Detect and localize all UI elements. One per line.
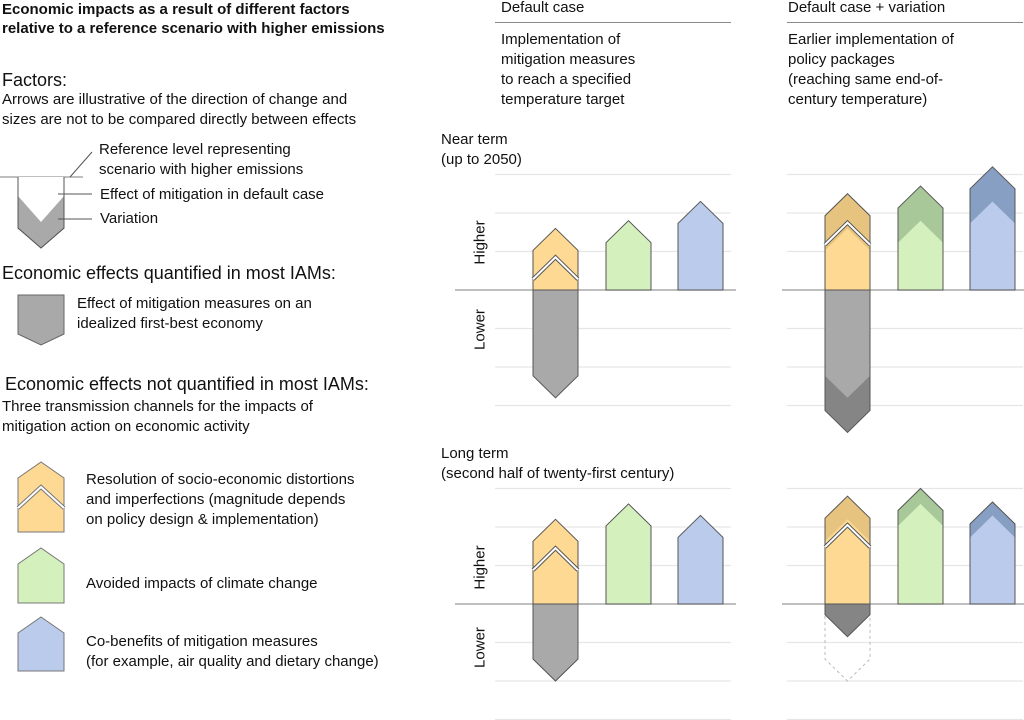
bar-avoided-impacts-long-default — [605, 503, 652, 605]
column-description-variation: Earlier implementation of policy package… — [788, 31, 954, 108]
leader-line — [69, 151, 93, 178]
bar-distortions-near-variation — [825, 228, 870, 290]
bar-avoided-impacts-near-variation-outline — [897, 185, 944, 291]
variation-label: Variation — [100, 210, 159, 227]
legend-item-co-benefits: Co-benefits of mitigation measures (for … — [86, 633, 379, 670]
bar-distortions-near-default-chevron-inner — [532, 255, 579, 280]
legend-orange-arrow — [16, 461, 66, 533]
legend-green-arrow — [17, 547, 65, 604]
bar-distortions-long-default-chevron-inner — [532, 546, 579, 571]
bar-distortions-near-variation-chevron-inner — [824, 221, 871, 246]
legend-item-avoided-impacts: Avoided impacts of climate change — [86, 575, 318, 592]
bar-co-benefits-long-variation-outline — [969, 501, 1016, 605]
reference-label: Reference level representing scenario wi… — [99, 141, 304, 178]
bar-distortions-long-default — [532, 518, 579, 605]
factors-note: Arrows are illustrative of the direction… — [2, 91, 357, 128]
bar-co-benefits-near-variation-outline — [969, 166, 1016, 291]
bar-mitigation-cost-near-variation — [825, 290, 870, 398]
bar-co-benefits-long-variation — [970, 515, 1015, 604]
bar-co-benefits-long-default — [677, 514, 724, 605]
row-label-near-term: Near term (up to 2050) — [441, 131, 522, 168]
bar-distortions-long-variation — [825, 519, 870, 604]
legend-item-distortions: Resolution of socio-economic distortions… — [86, 471, 355, 528]
bar-avoided-impacts-long-variation — [898, 503, 943, 604]
bar-distortions-long-variation-chevron-inner — [824, 523, 871, 548]
bar-co-benefits-near-variation — [970, 201, 1015, 290]
column-rule-default — [495, 22, 731, 23]
default-label: Effect of mitigation in default case — [100, 186, 325, 203]
bar-mitigation-cost-near-default — [532, 289, 579, 399]
not-quantified-note: Three transmission channels for the impa… — [2, 398, 313, 435]
bar-avoided-impacts-near-default — [605, 220, 652, 291]
bar-distortions-long-variation-outline — [824, 495, 871, 605]
bar-mitigation-cost-long-default — [532, 603, 579, 682]
legend-reference-symbol — [0, 151, 93, 249]
column-heading-variation: Default case + variation — [788, 0, 946, 16]
column-heading-default: Default case — [501, 0, 585, 16]
bar-mitigation-cost-long-variation — [824, 603, 871, 638]
factors-heading: Factors: — [2, 70, 68, 90]
bar-avoided-impacts-near-variation — [898, 220, 943, 290]
figure-title: Economic impacts as a result of differen… — [2, 1, 385, 37]
bar-distortions-near-variation-outline — [824, 193, 871, 291]
column-description-default: Implementation of mitigation measures to… — [501, 31, 636, 108]
not-quantified-heading: Economic effects not quantified in most … — [5, 374, 369, 394]
bar-co-benefits-near-default — [677, 200, 724, 291]
quantified-item: Effect of mitigation measures on an idea… — [77, 295, 312, 332]
row-label-long-term: Long term (second half of twenty-first c… — [441, 445, 675, 482]
quantified-heading: Economic effects quantified in most IAMs… — [2, 263, 336, 283]
bar-avoided-impacts-long-variation-outline — [897, 487, 944, 605]
legend-blue-arrow — [17, 616, 65, 672]
legend-gray-arrow — [17, 294, 65, 346]
variation-shape — [18, 196, 64, 248]
column-rule-variation — [787, 22, 1023, 23]
